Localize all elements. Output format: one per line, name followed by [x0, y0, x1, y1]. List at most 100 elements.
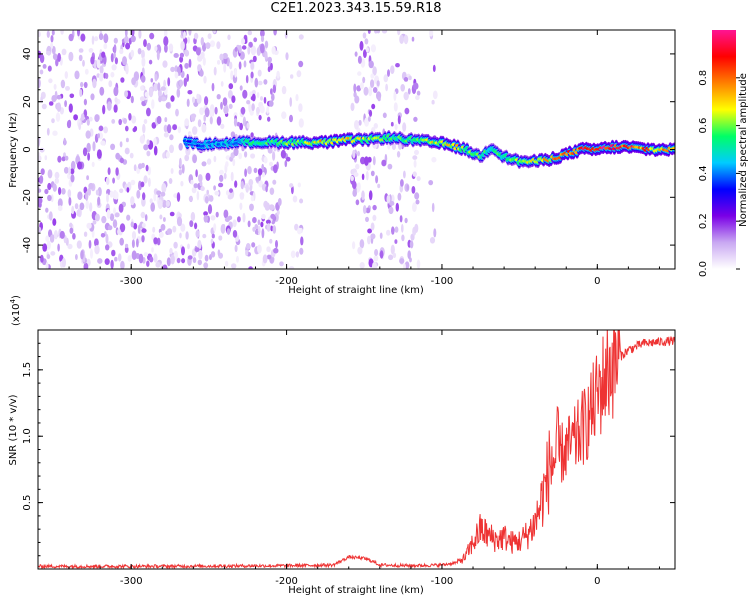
spectrogram-noise-speckle — [82, 59, 85, 67]
spectrogram-noise-speckle — [195, 169, 198, 178]
spectrogram-ridge-layer — [182, 130, 675, 169]
spectrogram-noise-speckle — [264, 40, 269, 49]
spectrogram-noise-speckle — [148, 177, 151, 187]
spectrogram-noise-speckle — [160, 223, 166, 231]
spectrogram-noise-speckle — [138, 30, 142, 39]
spectrogram-noise-speckle — [383, 74, 389, 83]
spectrogram-noise-speckle — [223, 105, 229, 115]
spectrogram-noise-speckle — [288, 266, 295, 269]
spectrogram-noise-speckle — [355, 163, 360, 170]
spectrogram-noise-speckle — [248, 102, 251, 113]
spectrogram-noise-speckle — [271, 93, 275, 101]
spectrogram-noise-speckle — [76, 209, 81, 217]
snr-plot: -300 -200 -100 0 0.5 1.0 1.5 Height of straig… — [8, 295, 676, 596]
spectrogram-noise-speckle — [39, 175, 44, 184]
spectrogram-noise-speckle — [413, 82, 419, 90]
spectrogram-noise-speckle — [63, 166, 69, 174]
spectrogram-noise-speckle — [78, 122, 82, 130]
spectrogram-noise-speckle — [252, 226, 256, 232]
spectrogram-noise-speckle — [168, 43, 174, 52]
spectrogram-noise-speckle — [260, 43, 265, 54]
spectrogram-noise-speckle — [192, 154, 198, 164]
spectrogram-noise-speckle — [68, 51, 74, 62]
spectrogram-noise-speckle — [195, 230, 200, 238]
spectrogram-noise-speckle — [300, 236, 304, 246]
spectrogram-noise-speckle — [197, 64, 202, 72]
spectrogram-noise-speckle — [150, 202, 155, 212]
spectrogram-noise-speckle — [124, 35, 129, 44]
spectrogram-noise-speckle — [404, 107, 410, 115]
spectrogram-noise-speckle — [71, 205, 75, 215]
spectrogram-noise-speckle — [400, 179, 404, 187]
spectrogram-noise-speckle — [181, 246, 185, 256]
spectrogram-noise-speckle — [192, 257, 197, 264]
spectrogram-noise-speckle — [94, 114, 100, 123]
spectrogram-noise-speckle — [393, 91, 397, 101]
spectrogram-noise-speckle — [142, 192, 146, 201]
spectrogram-noise-speckle — [390, 194, 395, 203]
spectrogram-noise-speckle — [57, 155, 62, 163]
spectrogram-noise-speckle — [213, 223, 217, 232]
spectrogram-noise-speckle — [110, 143, 116, 150]
spectrogram-noise-speckle — [403, 77, 409, 82]
spectrogram-noise-speckle — [201, 123, 207, 133]
spectrogram-noise-layer — [38, 30, 438, 269]
spectrogram-noise-speckle — [390, 121, 394, 127]
spectrogram-noise-speckle — [244, 151, 248, 158]
spectrogram-noise-speckle — [66, 120, 72, 129]
spectrogram-noise-speckle — [281, 85, 287, 95]
spectrogram-noise-speckle — [360, 156, 366, 165]
spectrogram-noise-speckle — [83, 231, 88, 237]
snr-x-tick-label: -100 — [431, 576, 454, 587]
spectrogram-noise-speckle — [154, 73, 158, 82]
spectrogram-noise-speckle — [146, 107, 151, 117]
spectrogram-noise-speckle — [100, 140, 106, 146]
spectrogram-noise-speckle — [414, 223, 419, 233]
spectrogram-noise-speckle — [352, 189, 358, 197]
spectrogram-noise-speckle — [60, 30, 64, 35]
spectrogram-noise-speckle — [117, 228, 121, 235]
spectrogram-noise-speckle — [391, 143, 396, 151]
spectrogram-noise-speckle — [365, 216, 369, 222]
spectrogram-noise-speckle — [156, 190, 162, 196]
spectrogram-noise-speckle — [70, 174, 75, 183]
spectrogram-noise-speckle — [361, 173, 365, 180]
spectrogram-x-axis-title: Height of straight line (km) — [288, 285, 424, 296]
spectrogram-noise-speckle — [203, 75, 207, 84]
spectrogram-noise-speckle — [51, 45, 56, 55]
spectrogram-noise-speckle — [51, 118, 55, 124]
spectrogram-noise-speckle — [245, 249, 249, 257]
colorbar-tick-label: 0.0 — [698, 261, 709, 277]
spectrogram-noise-speckle — [239, 85, 243, 91]
spectrogram-noise-speckle — [193, 32, 199, 40]
spectrogram-noise-speckle — [368, 116, 371, 122]
spectrogram-noise-speckle — [110, 71, 115, 78]
spectrogram-noise-speckle — [352, 180, 357, 190]
spectrogram-noise-speckle — [224, 260, 229, 267]
spectrogram-noise-speckle — [294, 223, 299, 231]
spectrogram-noise-speckle — [113, 37, 118, 44]
spectrogram-noise-speckle — [218, 235, 223, 241]
spectrogram-noise-speckle — [88, 239, 92, 249]
spectrogram-noise-speckle — [83, 262, 89, 269]
spectrogram-noise-speckle — [245, 184, 249, 193]
spectrogram-noise-speckle — [254, 229, 259, 235]
spectrogram-noise-speckle — [159, 214, 163, 220]
spectrogram-noise-speckle — [214, 190, 220, 196]
spectrogram-noise-speckle — [290, 250, 296, 259]
spectrogram-noise-speckle — [268, 100, 274, 107]
spectrogram-noise-speckle — [111, 64, 117, 71]
spectrogram-noise-speckle — [131, 231, 137, 240]
spectrogram-noise-speckle — [115, 152, 121, 160]
spectrogram-noise-speckle — [189, 220, 194, 228]
spectrogram-noise-speckle — [404, 261, 410, 269]
spectrogram-noise-speckle — [238, 44, 242, 54]
spectrogram-noise-speckle — [299, 247, 304, 255]
spectrogram-noise-speckle — [120, 77, 125, 83]
spectrogram-noise-speckle — [250, 195, 254, 202]
spectrogram-noise-speckle — [247, 220, 251, 228]
spectrogram-noise-speckle — [248, 179, 254, 186]
spectrogram-noise-speckle — [61, 188, 66, 195]
spectrogram-noise-speckle — [181, 164, 185, 174]
spectrogram-noise-speckle — [146, 150, 151, 157]
